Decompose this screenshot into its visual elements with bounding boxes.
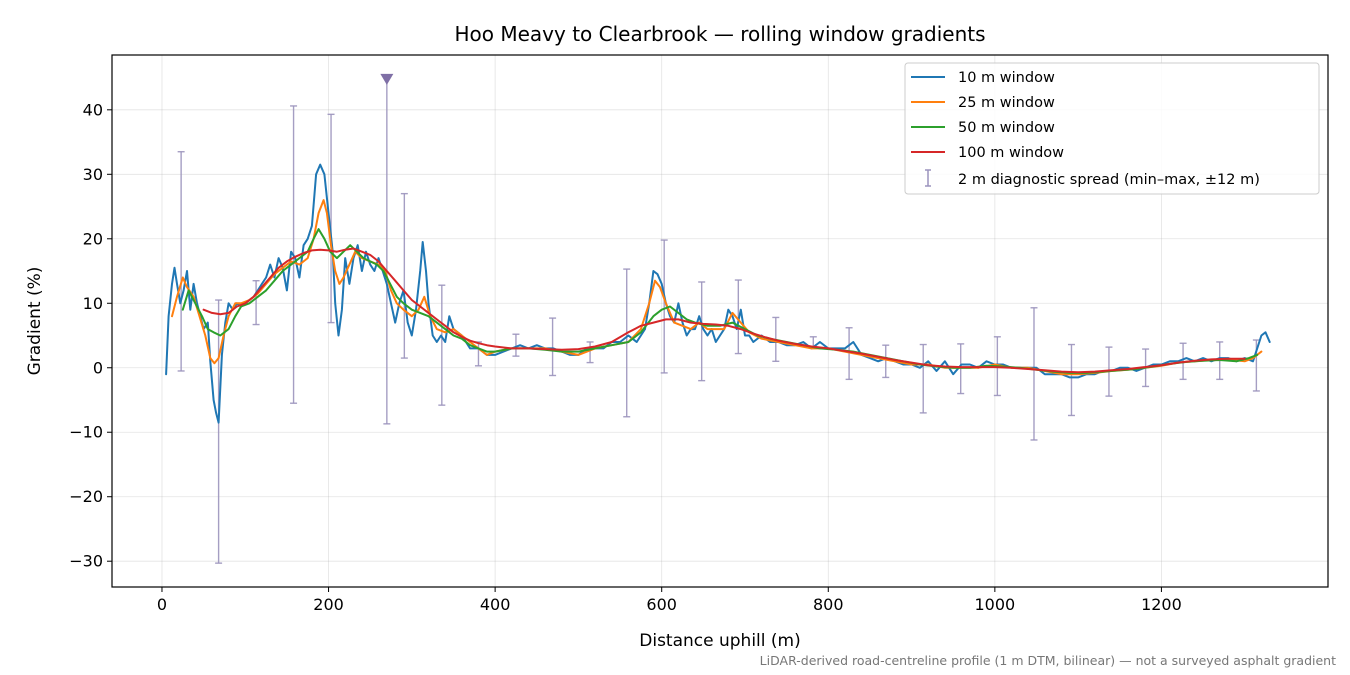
legend-box bbox=[904, 62, 1320, 195]
errorbar bbox=[660, 239, 668, 374]
footnote: LiDAR-derived road-centreline profile (1… bbox=[760, 653, 1336, 668]
errorbar bbox=[215, 299, 223, 564]
y-tick-label: 40 bbox=[83, 100, 103, 119]
x-axis-ticks: 0 200 400 600 800 1000 1200 bbox=[157, 587, 1182, 614]
y-tick-label: −10 bbox=[69, 423, 103, 442]
series-lines bbox=[165, 163, 1271, 424]
errorbar bbox=[1030, 307, 1038, 441]
errorbar bbox=[438, 284, 446, 406]
errorbar bbox=[400, 192, 408, 359]
y-tick-label: 30 bbox=[83, 165, 103, 184]
errorbar bbox=[252, 279, 260, 326]
y-tick-label: 0 bbox=[93, 358, 103, 377]
errorbar bbox=[919, 343, 927, 414]
y-tick-label: 20 bbox=[83, 229, 103, 248]
errorbar bbox=[698, 281, 706, 382]
x-tick-label: 0 bbox=[157, 595, 167, 614]
y-tick-label: −20 bbox=[69, 487, 103, 506]
errorbar bbox=[1067, 343, 1075, 417]
x-tick-label: 1000 bbox=[974, 595, 1015, 614]
y-tick-label: −30 bbox=[69, 552, 103, 571]
x-tick-label: 800 bbox=[813, 595, 844, 614]
legend-label-25m: 25 m window bbox=[958, 95, 1055, 111]
plot-frame bbox=[111, 54, 1329, 588]
x-axis-label: Distance uphill (m) bbox=[639, 631, 800, 651]
legend-label-100m: 100 m window bbox=[958, 145, 1064, 161]
errorbar-layer bbox=[177, 76, 1260, 564]
errorbar bbox=[586, 341, 594, 364]
series-line-3 bbox=[202, 247, 1246, 374]
clipped-marker-layer bbox=[380, 73, 394, 85]
legend: 10 m window 25 m window 50 m window 100 … bbox=[904, 62, 1320, 195]
x-tick-label: 1200 bbox=[1141, 595, 1182, 614]
legend-swatch-errorbar bbox=[925, 169, 931, 187]
errorbar bbox=[845, 327, 853, 381]
y-axis-ticks: −30 −20 −10 0 10 20 30 40 bbox=[69, 100, 112, 571]
clipped-marker bbox=[380, 73, 394, 85]
chart-title: Hoo Meavy to Clearbrook — rolling window… bbox=[454, 22, 985, 46]
legend-label-50m: 50 m window bbox=[958, 120, 1055, 136]
errorbar bbox=[327, 113, 335, 324]
errorbar bbox=[549, 317, 557, 377]
errorbar bbox=[512, 333, 520, 357]
legend-label-errorbar: 2 m diagnostic spread (min–max, ±12 m) bbox=[958, 172, 1260, 188]
y-tick-label: 10 bbox=[83, 294, 103, 313]
x-tick-label: 400 bbox=[480, 595, 511, 614]
errorbar bbox=[177, 151, 185, 372]
x-tick-label: 600 bbox=[646, 595, 677, 614]
y-axis-label: Gradient (%) bbox=[25, 267, 45, 376]
errorbar bbox=[882, 344, 890, 379]
x-tick-label: 200 bbox=[313, 595, 344, 614]
legend-label-10m: 10 m window bbox=[958, 70, 1055, 86]
